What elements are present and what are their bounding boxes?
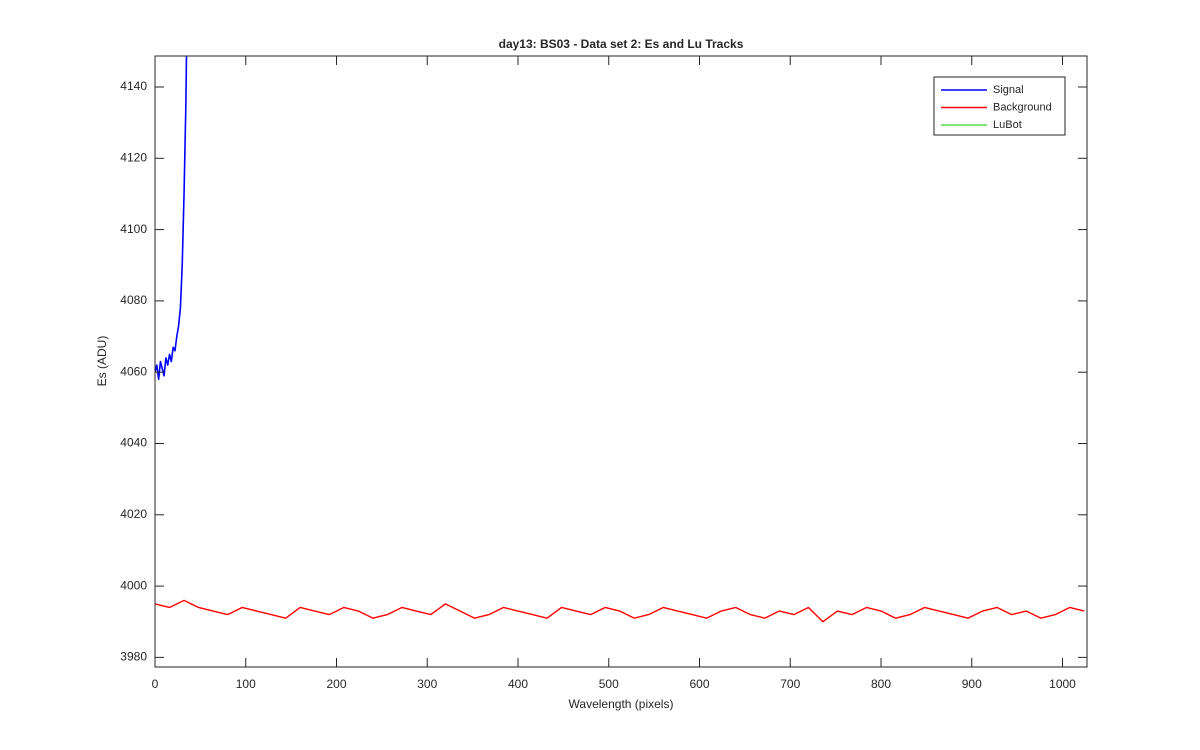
x-tick-label: 900 — [962, 677, 982, 691]
plot-lines — [155, 56, 1085, 623]
y-tick-label: 4040 — [120, 436, 147, 450]
x-tick-label: 100 — [236, 677, 256, 691]
plot-area — [155, 56, 1087, 667]
y-axis-label: Es (ADU) — [95, 336, 109, 387]
y-tick-label: 4080 — [120, 293, 147, 307]
chart-title: day13: BS03 - Data set 2: Es and Lu Trac… — [499, 37, 744, 51]
y-tick-label: 3980 — [120, 650, 147, 664]
y-tick-label: 4060 — [120, 364, 147, 378]
y-tick-label: 4000 — [120, 578, 147, 592]
series-line — [155, 599, 1085, 623]
y-tick-label: 4140 — [120, 79, 147, 93]
series-line — [155, 56, 188, 381]
legend-label: Background — [993, 101, 1052, 113]
y-tick-label: 4120 — [120, 150, 147, 164]
legend-label: Signal — [993, 84, 1024, 96]
x-tick-label: 400 — [508, 677, 528, 691]
y-tick-label: 4100 — [120, 222, 147, 236]
legend-label: LuBot — [993, 119, 1022, 131]
axes-box — [154, 55, 1088, 668]
x-tick-label: 500 — [599, 677, 619, 691]
x-axis-label: Wavelength (pixels) — [569, 697, 674, 711]
x-tick-label: 300 — [417, 677, 437, 691]
x-tick-label: 200 — [326, 677, 346, 691]
x-tick-label: 800 — [871, 677, 891, 691]
x-tick-label: 1000 — [1049, 677, 1076, 691]
y-tick-label: 4020 — [120, 507, 147, 521]
x-tick-label: 600 — [689, 677, 709, 691]
x-tick-label: 700 — [780, 677, 800, 691]
x-tick-label: 0 — [152, 677, 159, 691]
